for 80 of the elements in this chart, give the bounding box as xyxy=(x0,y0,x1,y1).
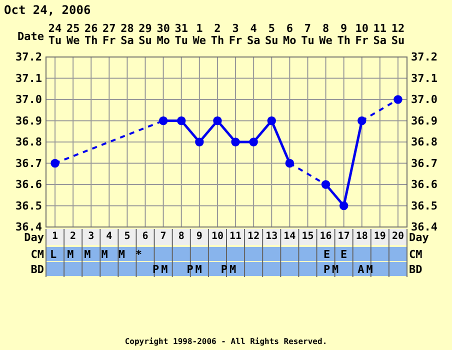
x-tick-label: 19 xyxy=(374,231,386,242)
x2-tick-label: 12 Su xyxy=(391,22,405,47)
point xyxy=(50,158,60,168)
y-tick-label: 36.7 xyxy=(16,156,42,170)
x2-tick-label: 27 Fr xyxy=(102,22,116,47)
x2-tick-label: 2 Th xyxy=(210,22,224,47)
x-tick-label: 6 xyxy=(142,231,148,242)
point xyxy=(158,116,168,126)
point xyxy=(321,180,330,189)
x2-tick-label: 24 Tu xyxy=(48,22,62,47)
chart-title: Oct 24, 2006 xyxy=(4,3,91,17)
x-tick-label: 3 xyxy=(88,231,94,242)
x-tick-label: 12 xyxy=(248,231,260,242)
y-tick-label: 36.4 xyxy=(16,220,42,234)
x2-tick-label: 4 Sa xyxy=(246,22,260,47)
point xyxy=(285,158,294,168)
text: BD xyxy=(30,263,44,276)
x-tick-label: 15 xyxy=(302,231,314,242)
x-axis-title: Day xyxy=(24,231,44,244)
y2-tick-label: 37.0 xyxy=(411,93,438,106)
text: Day xyxy=(409,231,429,244)
x-tick-label: 11 xyxy=(230,231,242,242)
x2-tick-label: 5 Su xyxy=(265,22,278,47)
text: Copyright 1998-2006 - All Rights Reserved. xyxy=(124,337,328,346)
point xyxy=(213,116,222,126)
x2-tick-label: 26 Th xyxy=(84,22,98,47)
y-tick-label: 37.0 xyxy=(16,93,42,106)
x2-tick-label: 28 Sa xyxy=(120,22,134,47)
text: CM xyxy=(30,248,44,261)
text: CM xyxy=(409,248,422,261)
y2-tick-label: 37.2 xyxy=(411,50,438,64)
x2-tick-label: 7 Tu xyxy=(301,22,314,47)
point xyxy=(231,138,240,146)
x-tick-label: 9 xyxy=(196,231,202,242)
y2-tick-label: 37.1 xyxy=(411,72,438,85)
y2-tick-label: 36.8 xyxy=(411,136,438,149)
y-tick-label: 36.5 xyxy=(16,199,42,212)
text: BD xyxy=(409,263,422,276)
x2-tick-label: 31 Tu xyxy=(174,22,188,47)
y-tick-label: 36.6 xyxy=(16,178,42,192)
x2-tick-label: 11 Sa xyxy=(373,22,387,47)
x2-tick-label: 29 Su xyxy=(138,22,152,47)
x2-axis-title: Date xyxy=(18,30,44,43)
x-tick-label: 18 xyxy=(356,231,368,242)
y2-tick-label: 36.7 xyxy=(411,156,438,170)
x-tick-label: 8 xyxy=(178,231,184,242)
x-tick-label: 5 xyxy=(124,231,130,242)
y2-tick-label: 36.5 xyxy=(411,199,438,212)
x2-tick-label: 10 Fr xyxy=(355,22,369,47)
y-tick-label: 36.9 xyxy=(16,114,42,128)
x-tick-label: 10 xyxy=(211,231,224,242)
x2-tick-label: 30 Mo xyxy=(156,22,170,47)
point xyxy=(267,116,276,126)
x-tick-label: 4 xyxy=(106,231,112,242)
y-tick-label: 37.1 xyxy=(16,72,42,85)
x-tick-label: 1 xyxy=(52,231,58,242)
x2-tick-label: 6 Mo xyxy=(283,22,297,47)
point xyxy=(339,201,348,210)
x-tick-label: 13 xyxy=(266,231,278,242)
x-tick-label: 20 xyxy=(392,231,404,242)
x2-tick-label: 9 Th xyxy=(337,22,350,47)
y-tick-label: 37.2 xyxy=(16,50,42,64)
x2-tick-label: 3 Fr xyxy=(228,22,243,47)
y2-tick-label: 36.9 xyxy=(411,114,438,128)
point xyxy=(358,116,366,126)
x-tick-label: 2 xyxy=(70,231,76,242)
x-tick-label: 17 xyxy=(338,231,350,242)
x-tick-label: 14 xyxy=(284,231,296,242)
y2-tick-label: 36.6 xyxy=(411,178,438,192)
point xyxy=(195,138,204,146)
point xyxy=(249,138,258,146)
x2-tick-label: 8 We xyxy=(319,22,333,47)
y-tick-label: 36.8 xyxy=(16,136,42,149)
x2-tick-label: 1 We xyxy=(192,22,206,47)
x2-tick-label: 25 We xyxy=(66,22,80,47)
x-tick-label: 16 xyxy=(320,231,332,242)
x-tick-label: 7 xyxy=(160,231,166,242)
y2-tick-label: 36.4 xyxy=(411,220,438,234)
point xyxy=(394,95,402,104)
point xyxy=(177,116,186,126)
